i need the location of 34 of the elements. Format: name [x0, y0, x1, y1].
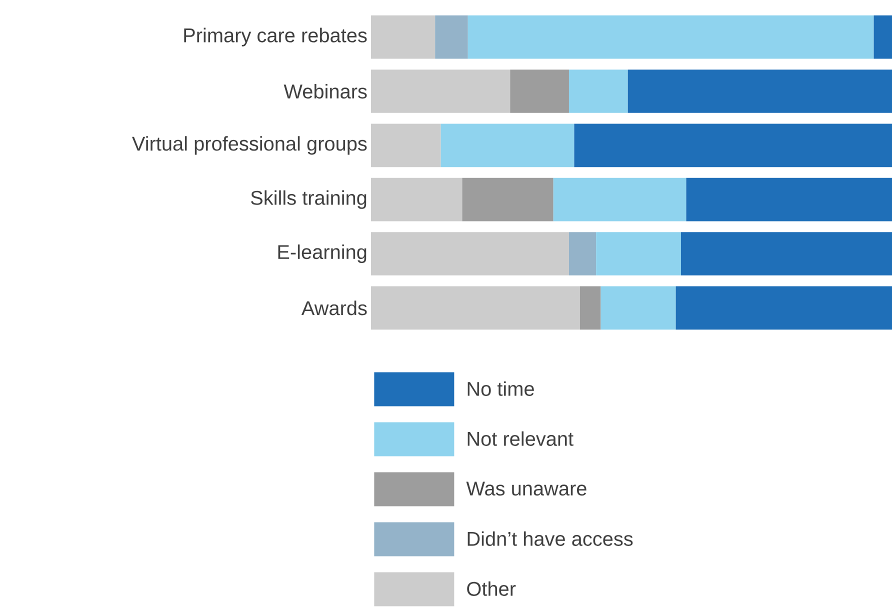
bar	[462, 178, 554, 222]
bar	[568, 69, 628, 113]
legend-label: Not relevant	[468, 431, 574, 446]
bar	[676, 286, 892, 330]
y-tick-label: Virtual professional groups	[132, 136, 367, 155]
bar	[580, 286, 601, 330]
legend-label: Was unaware	[466, 482, 586, 496]
bar	[371, 15, 436, 59]
bar	[600, 286, 676, 330]
bar	[628, 69, 892, 113]
bar	[371, 232, 569, 276]
y-tick-label: Awards	[301, 300, 367, 316]
bar	[574, 124, 892, 167]
y-tick-label: E-learning	[278, 244, 366, 263]
bar	[371, 124, 441, 167]
bar	[468, 15, 874, 59]
bar	[680, 232, 892, 276]
y-tick-label: Skills training	[251, 190, 366, 209]
y-tick-label: Primary care rebates	[184, 28, 367, 46]
bar	[686, 178, 892, 222]
bar	[596, 232, 681, 276]
bar	[371, 69, 510, 113]
legend-label: Didn’t have access	[468, 531, 633, 546]
bar	[553, 178, 686, 222]
bar	[440, 124, 574, 167]
bar	[371, 178, 462, 222]
bar	[510, 69, 569, 113]
bar	[435, 15, 468, 59]
legend-label: Other	[467, 581, 516, 596]
bar	[568, 232, 596, 276]
y-tick-label: Webinars	[284, 84, 367, 98]
bar	[371, 286, 580, 330]
bar	[874, 15, 892, 59]
legend-label: No time	[468, 381, 534, 396]
